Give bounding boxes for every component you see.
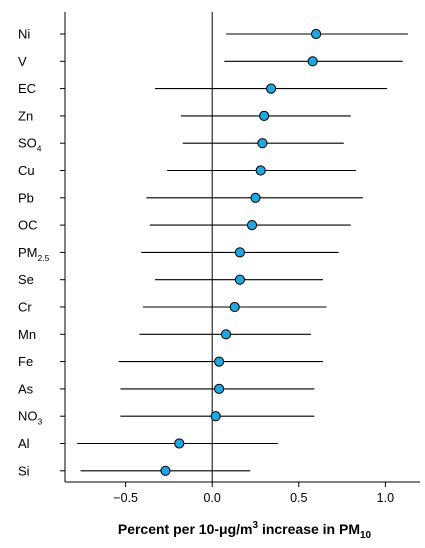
- category-label: Zn: [18, 108, 33, 123]
- category-label-text: NO: [18, 409, 38, 424]
- x-tick-label: 0.5: [290, 491, 307, 505]
- x-axis-label-part: Percent per 10-: [118, 521, 219, 537]
- point-estimate-marker: [257, 138, 268, 149]
- point-estimate-marker: [220, 329, 232, 340]
- x-tick-label: −0.5: [113, 491, 138, 505]
- category-label: V: [18, 54, 27, 69]
- point-estimate-marker: [160, 465, 171, 476]
- point-estimate-marker: [250, 192, 261, 203]
- category-label: Se: [18, 272, 34, 287]
- point-estimate-marker: [255, 165, 266, 176]
- x-axis-label-part: μ: [219, 521, 228, 537]
- x-tick-label: 1.0: [377, 491, 394, 505]
- point-estimate-marker: [265, 83, 277, 94]
- x-axis-label-part: increase in PM: [258, 521, 360, 537]
- category-label-text: Fe: [18, 354, 33, 369]
- category-label: Cr: [18, 300, 32, 315]
- point-estimate-marker: [214, 383, 225, 394]
- category-label-text: EC: [18, 81, 36, 96]
- category-label: Mn: [18, 327, 36, 342]
- point-estimate-marker: [246, 220, 258, 231]
- category-label-text: OC: [18, 218, 38, 233]
- point-estimate-marker: [307, 56, 318, 67]
- category-label: NO3: [18, 409, 43, 427]
- category-label-subscript: 3: [38, 417, 43, 427]
- category-label: SO4: [18, 136, 42, 154]
- point-estimate-marker: [310, 28, 322, 40]
- category-label-text: As: [18, 381, 34, 396]
- category-label: Al: [18, 436, 30, 451]
- category-label-text: Cu: [18, 163, 35, 178]
- category-label: Pb: [18, 190, 34, 205]
- category-label: Si: [18, 463, 30, 478]
- x-tick-label: 0.0: [203, 491, 220, 505]
- category-label-text: V: [18, 54, 27, 69]
- category-label: As: [18, 381, 34, 396]
- point-estimate-marker: [214, 356, 225, 367]
- category-label: Fe: [18, 354, 33, 369]
- x-axis-label-part: 10: [360, 530, 372, 541]
- category-label: EC: [18, 81, 36, 96]
- category-label-text: Cr: [18, 300, 32, 315]
- category-label-text: Al: [18, 436, 30, 451]
- category-label-text: Ni: [18, 27, 30, 42]
- category-label-text: PM: [18, 245, 38, 260]
- category-label-text: Si: [18, 463, 30, 478]
- category-label-text: Mn: [18, 327, 36, 342]
- x-axis-label-part: 3: [253, 520, 259, 531]
- point-estimate-marker: [210, 411, 221, 422]
- category-label-text: Se: [18, 272, 34, 287]
- x-axis-label: Percent per 10-μg/m3 increase in PM10: [118, 520, 372, 541]
- point-estimate-marker: [174, 438, 185, 449]
- category-label-subscript: 2.5: [38, 253, 50, 263]
- point-estimate-marker: [229, 301, 240, 313]
- point-estimate-marker: [259, 110, 270, 122]
- category-label-text: Zn: [18, 108, 33, 123]
- category-label: OC: [18, 218, 38, 233]
- category-label: Cu: [18, 163, 35, 178]
- point-estimate-marker: [234, 274, 246, 285]
- category-label-text: SO: [18, 136, 37, 151]
- category-label-text: Pb: [18, 190, 34, 205]
- category-label-subscript: 4: [37, 144, 42, 154]
- x-axis-label-part: g/m: [228, 521, 253, 537]
- category-label: Ni: [18, 27, 30, 42]
- category-label: PM2.5: [18, 245, 50, 263]
- point-estimate-marker: [234, 247, 246, 258]
